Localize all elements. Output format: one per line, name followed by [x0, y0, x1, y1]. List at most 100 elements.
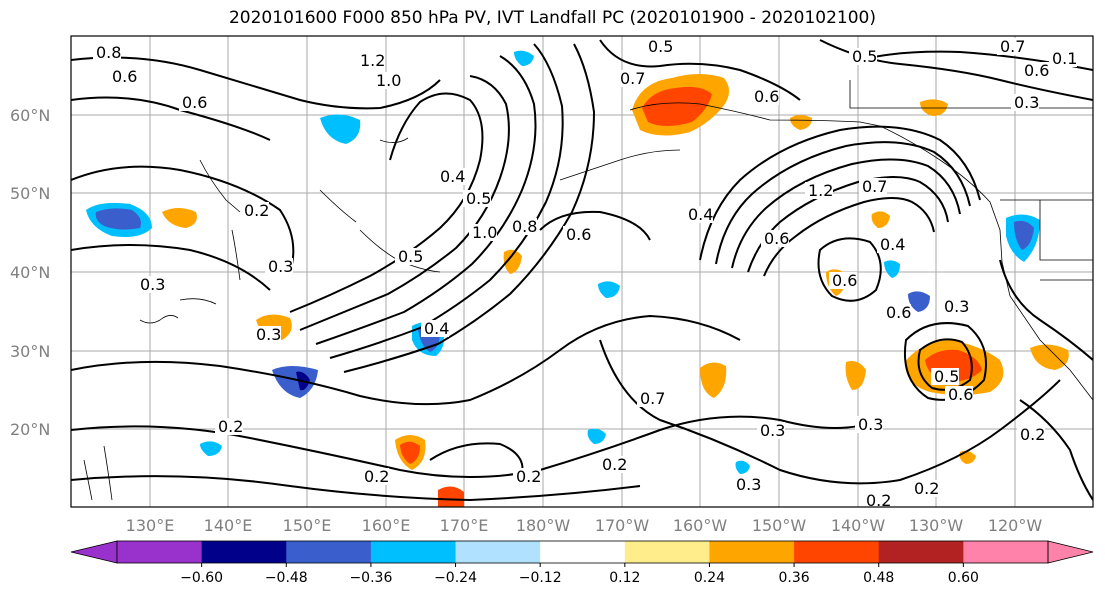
contour-label-bg	[941, 298, 969, 315]
contour-label: 0.7	[1000, 37, 1025, 56]
lon-label: 170°W	[595, 516, 650, 535]
contour-label: 0.2	[914, 479, 939, 498]
contour-label-bg	[645, 38, 673, 55]
contour-label: 1.2	[808, 181, 833, 200]
gridlines	[71, 36, 1093, 507]
lon-label: 160°W	[673, 516, 728, 535]
contour-label: 0.5	[934, 367, 959, 386]
lon-label: 170°E	[440, 516, 489, 535]
contour-label: 0.6	[754, 87, 779, 106]
lon-label: 180°W	[516, 516, 571, 535]
contour-label-bg	[1017, 426, 1045, 443]
colorbar-segment	[624, 541, 710, 563]
contour-label-bg	[945, 386, 973, 403]
lat-label: 40°N	[10, 263, 50, 282]
contour-label-bg	[863, 492, 891, 507]
lon-label: 150°W	[752, 516, 807, 535]
lat-label: 20°N	[10, 420, 50, 439]
colorbar-tick-label: −0.12	[519, 570, 562, 586]
contour-label: 0.2	[602, 455, 627, 474]
colorbar-tick-label: 0.36	[779, 570, 810, 586]
contour-label-bg	[463, 190, 491, 207]
contour-label: 0.7	[620, 69, 645, 88]
contour-label-bg	[421, 320, 449, 337]
colorbar-segment	[878, 541, 964, 563]
colorbar-outline	[116, 540, 1049, 564]
longitude-labels: 130°E 140°E 150°E 160°E 170°E 180°W 170°…	[126, 516, 1043, 535]
contour-label: 0.7	[640, 389, 665, 408]
contour-label-bg	[751, 88, 779, 105]
contour-label-bg	[877, 236, 905, 253]
contour-label-bg	[883, 304, 911, 321]
contour-label: 0.4	[424, 319, 449, 338]
colorbar-segment	[709, 541, 795, 563]
contour-label-bg	[849, 48, 877, 65]
contour-label-bg	[617, 70, 645, 87]
contour-label-bg	[109, 68, 137, 85]
lat-label: 50°N	[10, 184, 50, 203]
contour-label: 1.0	[472, 223, 497, 242]
contour-label-bg	[637, 390, 665, 407]
contour-label: 0.3	[760, 421, 785, 440]
contour-label-bg	[215, 418, 243, 435]
contour-label: 0.3	[1014, 93, 1039, 112]
colorbar-tick-label: 0.48	[863, 570, 894, 586]
contour-label-bg	[469, 224, 497, 241]
contour-label: 0.6	[886, 303, 911, 322]
contour-label-bg	[733, 476, 761, 493]
map-title: 2020101600 F000 850 hPa PV, IVT Landfall…	[228, 8, 876, 28]
colorbar-segment	[963, 541, 1049, 563]
coastlines	[83, 80, 1093, 501]
lon-label: 160°E	[362, 516, 411, 535]
colorbar-segment	[286, 541, 372, 563]
contour-label-bg	[761, 230, 789, 247]
contour-label-bg	[829, 272, 857, 289]
colorbar-segment	[201, 541, 287, 563]
lon-label: 150°E	[283, 516, 332, 535]
contour-label: 0.8	[96, 43, 121, 62]
lon-label: 140°E	[204, 516, 253, 535]
contour-label: 0.6	[948, 385, 973, 404]
contour-label-bg	[805, 182, 833, 199]
contour-label: 0.5	[648, 37, 673, 56]
contour-labels: 0.80.60.61.21.00.50.70.60.50.70.60.10.30…	[93, 37, 1077, 507]
contour-label-bg	[395, 248, 423, 265]
contour-label-bg	[859, 178, 887, 195]
colorbar-tick-label: −0.48	[265, 570, 308, 586]
contour-label: 0.6	[566, 225, 591, 244]
colorbar-segment	[370, 541, 457, 563]
colorbar-extend-high	[1047, 540, 1094, 564]
contour-label: 0.5	[398, 247, 423, 266]
contour-label-bg	[513, 468, 541, 485]
contour-label-bg	[563, 226, 591, 243]
lat-label: 60°N	[10, 106, 50, 125]
colorbar-tick-label: −0.24	[434, 570, 477, 586]
lon-label: 130°E	[126, 516, 175, 535]
contour-label: 0.2	[1020, 425, 1045, 444]
contour-label: 0.4	[688, 205, 713, 224]
map-frame	[70, 35, 1094, 508]
contour-label-bg	[997, 38, 1025, 55]
contour-label: 0.2	[218, 417, 243, 436]
colorbar-segment	[540, 541, 626, 563]
colorbar-tick-label: 0.60	[948, 570, 979, 586]
contour-label: 0.2	[516, 467, 541, 486]
contour-label-bg	[361, 468, 389, 485]
contour-label-bg	[373, 72, 401, 89]
contour-label-bg	[179, 94, 207, 111]
contour-label: 0.3	[140, 275, 165, 294]
colorbar-segment	[794, 541, 880, 563]
contour-label: 1.2	[360, 51, 385, 70]
contour-label: 0.6	[112, 67, 137, 86]
contour-label-bg	[855, 416, 883, 433]
lon-label: 120°W	[988, 516, 1043, 535]
lat-label: 30°N	[10, 342, 50, 361]
colorbar-tick-label: −0.36	[349, 570, 392, 586]
contour-label-bg	[685, 206, 713, 223]
contour-label: 1.0	[376, 71, 401, 90]
contour-label: 0.8	[512, 217, 537, 236]
contour-label: 0.5	[852, 47, 877, 66]
contour-label: 0.4	[880, 235, 905, 254]
contour-label: 0.3	[944, 297, 969, 316]
